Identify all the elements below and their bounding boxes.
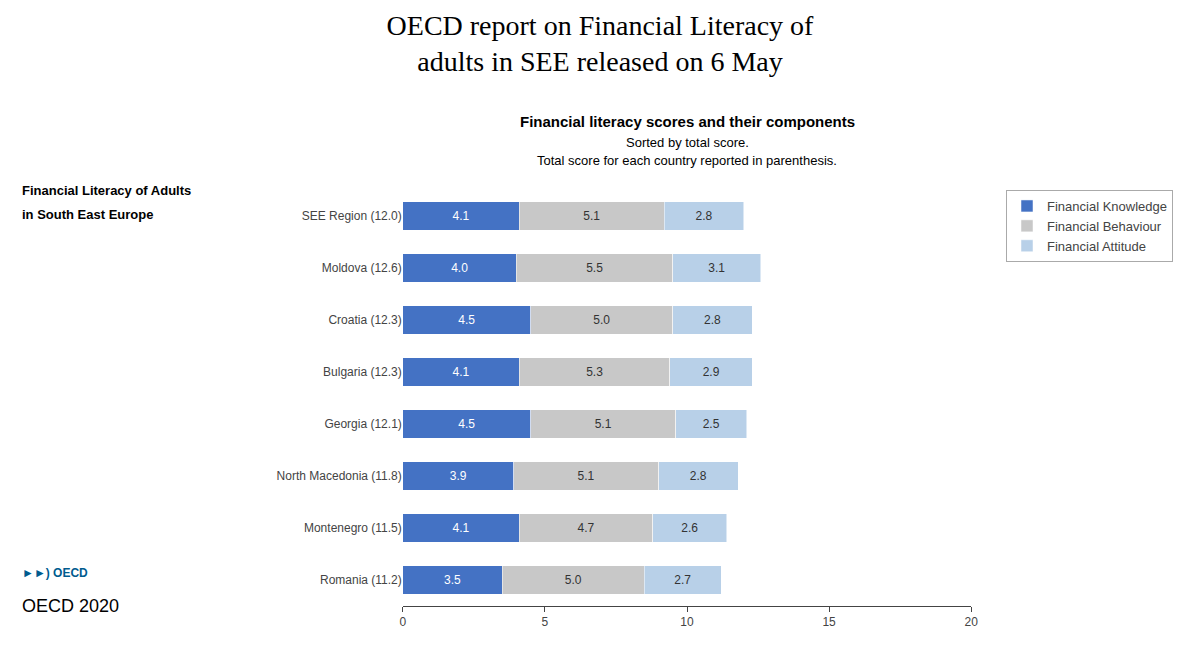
- svg-text:4.0: 4.0: [451, 261, 468, 275]
- svg-text:20: 20: [965, 615, 979, 629]
- svg-text:5.0: 5.0: [565, 573, 582, 587]
- svg-text:Financial Behaviour: Financial Behaviour: [1047, 219, 1162, 234]
- svg-text:Montenegro (11.5): Montenegro (11.5): [304, 521, 402, 535]
- svg-text:4.1: 4.1: [453, 365, 470, 379]
- svg-text:5.3: 5.3: [586, 365, 603, 379]
- svg-text:5.1: 5.1: [595, 417, 612, 431]
- svg-text:4.7: 4.7: [578, 521, 595, 535]
- svg-text:Financial Literacy of Adults: Financial Literacy of Adults: [22, 183, 191, 198]
- svg-text:Bulgaria (12.3): Bulgaria (12.3): [323, 365, 402, 379]
- svg-text:5.1: 5.1: [583, 209, 600, 223]
- svg-text:Georgia (12.1): Georgia (12.1): [324, 417, 401, 431]
- svg-text:Romania (11.2): Romania (11.2): [320, 573, 402, 587]
- svg-text:OECD report on Financial Liter: OECD report on Financial Literacy ofadul…: [387, 10, 815, 77]
- svg-text:North Macedonia (11.8): North Macedonia (11.8): [277, 469, 402, 483]
- svg-text:5: 5: [542, 615, 549, 629]
- svg-text:Sorted by total score.: Sorted by total score.: [626, 135, 749, 150]
- svg-text:SEE Region (12.0): SEE Region (12.0): [302, 209, 402, 223]
- svg-text:2.6: 2.6: [681, 521, 698, 535]
- svg-text:2.8: 2.8: [696, 209, 713, 223]
- svg-text:4.1: 4.1: [453, 209, 470, 223]
- svg-text:Financial Knowledge: Financial Knowledge: [1047, 199, 1167, 214]
- svg-text:2.8: 2.8: [704, 313, 721, 327]
- svg-text:2.5: 2.5: [703, 417, 720, 431]
- svg-text:2.8: 2.8: [690, 469, 707, 483]
- svg-text:3.5: 3.5: [444, 573, 461, 587]
- svg-text:2.9: 2.9: [703, 365, 720, 379]
- svg-text:3.1: 3.1: [708, 261, 725, 275]
- svg-text:0: 0: [399, 615, 406, 629]
- svg-text:2.7: 2.7: [674, 573, 691, 587]
- svg-text:10: 10: [680, 615, 694, 629]
- svg-text:15: 15: [822, 615, 836, 629]
- svg-text:Total score for each country r: Total score for each country reported in…: [537, 153, 837, 168]
- svg-text:Moldova (12.6): Moldova (12.6): [322, 261, 402, 275]
- svg-text:in South East Europe: in South East Europe: [22, 207, 153, 222]
- svg-text:4.1: 4.1: [453, 521, 470, 535]
- svg-text:Financial literacy scores and: Financial literacy scores and their comp…: [520, 113, 855, 130]
- svg-text:5.1: 5.1: [578, 469, 595, 483]
- svg-text:Croatia (12.3): Croatia (12.3): [328, 313, 401, 327]
- svg-text:5.5: 5.5: [586, 261, 603, 275]
- svg-text:4.5: 4.5: [458, 313, 475, 327]
- svg-text:4.5: 4.5: [458, 417, 475, 431]
- svg-text:►►) OECD: ►►) OECD: [22, 566, 88, 580]
- svg-text:OECD 2020: OECD 2020: [22, 596, 119, 616]
- svg-text:5.0: 5.0: [593, 313, 610, 327]
- svg-text:Financial Attitude: Financial Attitude: [1047, 239, 1146, 254]
- svg-text:3.9: 3.9: [450, 469, 467, 483]
